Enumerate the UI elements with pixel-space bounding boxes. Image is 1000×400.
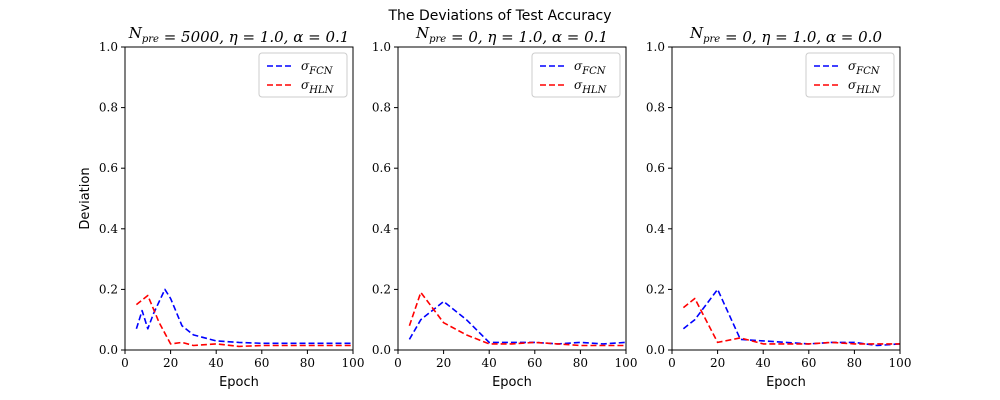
y-tick-label: 0.2 xyxy=(99,282,118,296)
x-tick-label: 40 xyxy=(482,356,497,370)
y-tick-label: 1.0 xyxy=(99,40,118,54)
chart-panel-1: Npre = 5000, η = 1.0, α = 0.1 0 20 40 60 80 10… xyxy=(78,24,364,390)
x-tick-label: 40 xyxy=(756,356,771,370)
figure-suptitle: The Deviations of Test Accuracy xyxy=(387,8,611,24)
x-tick-label: 0 xyxy=(121,356,129,370)
x-tick-label: 100 xyxy=(615,356,638,370)
x-tick-label: 20 xyxy=(163,356,178,370)
legend-label-fcn: σFCN xyxy=(301,59,334,77)
chart-panel-2: Npre = 0, η = 1.0, α = 0.1 0 20 40 60 80 100 0.… xyxy=(372,24,638,390)
y-tick-label: 0.2 xyxy=(372,282,391,296)
plot-frame xyxy=(671,46,901,351)
x-tick-label: 60 xyxy=(254,356,269,370)
x-axis-label: Epoch xyxy=(766,375,806,390)
x-tick-label: 20 xyxy=(436,356,451,370)
x-tick-label: 100 xyxy=(342,356,365,370)
legend-box xyxy=(258,52,348,98)
chart-title: Npre = 0, η = 1.0, α = 0.1 xyxy=(415,24,608,46)
x-tick-label: 0 xyxy=(394,356,402,370)
x-tick-label: 100 xyxy=(889,356,912,370)
y-tick-label: 0.0 xyxy=(646,343,665,357)
legend-label-fcn: σFCN xyxy=(848,59,881,77)
y-tick-label: 0.4 xyxy=(372,222,391,236)
x-tick-label: 0 xyxy=(668,356,676,370)
series-line-hln xyxy=(682,297,900,345)
y-tick-label: 0.0 xyxy=(99,343,118,357)
x-axis-label: Epoch xyxy=(492,375,532,390)
series-line-hln xyxy=(408,291,626,347)
y-tick-label: 1.0 xyxy=(646,40,665,54)
y-tick-label: 0.0 xyxy=(372,343,391,357)
chart-title: Npre = 0, η = 1.0, α = 0.0 xyxy=(689,24,882,46)
chart-title: Npre = 5000, η = 1.0, α = 0.1 xyxy=(128,24,350,46)
legend-label-hln: σHLN xyxy=(848,78,882,96)
x-tick-label: 80 xyxy=(847,356,862,370)
series-line-fcn xyxy=(135,288,353,345)
y-tick-label: 0.8 xyxy=(372,101,391,115)
y-tick-label: 0.6 xyxy=(372,161,391,175)
legend-label-hln: σHLN xyxy=(574,78,608,96)
y-tick-label: 0.4 xyxy=(646,222,665,236)
legend-box xyxy=(531,52,621,98)
x-tick-label: 20 xyxy=(710,356,725,370)
series-line-fcn xyxy=(682,288,901,347)
legend-label-fcn: σFCN xyxy=(574,59,607,77)
series-line-fcn xyxy=(408,300,627,345)
y-tick-label: 0.6 xyxy=(646,161,665,175)
x-tick-label: 80 xyxy=(573,356,588,370)
y-tick-label: 0.8 xyxy=(99,101,118,115)
x-tick-label: 60 xyxy=(527,356,542,370)
y-tick-label: 0.4 xyxy=(99,222,118,236)
series-line-hln xyxy=(135,294,353,348)
x-axis-label: Epoch xyxy=(219,375,259,390)
y-tick-label: 0.2 xyxy=(646,282,665,296)
plot-frame xyxy=(124,46,354,351)
chart-panel-3: Npre = 0, η = 1.0, α = 0.0 0 20 40 60 80 100 0.… xyxy=(646,24,912,390)
y-axis-label: Deviation xyxy=(78,167,93,229)
y-tick-label: 1.0 xyxy=(372,40,391,54)
x-tick-label: 60 xyxy=(801,356,816,370)
legend-box xyxy=(805,52,895,98)
plot-frame xyxy=(397,46,627,351)
y-tick-label: 0.6 xyxy=(99,161,118,175)
x-tick-label: 40 xyxy=(209,356,224,370)
legend-label-hln: σHLN xyxy=(301,78,335,96)
x-tick-label: 80 xyxy=(300,356,315,370)
y-tick-label: 0.8 xyxy=(646,101,665,115)
